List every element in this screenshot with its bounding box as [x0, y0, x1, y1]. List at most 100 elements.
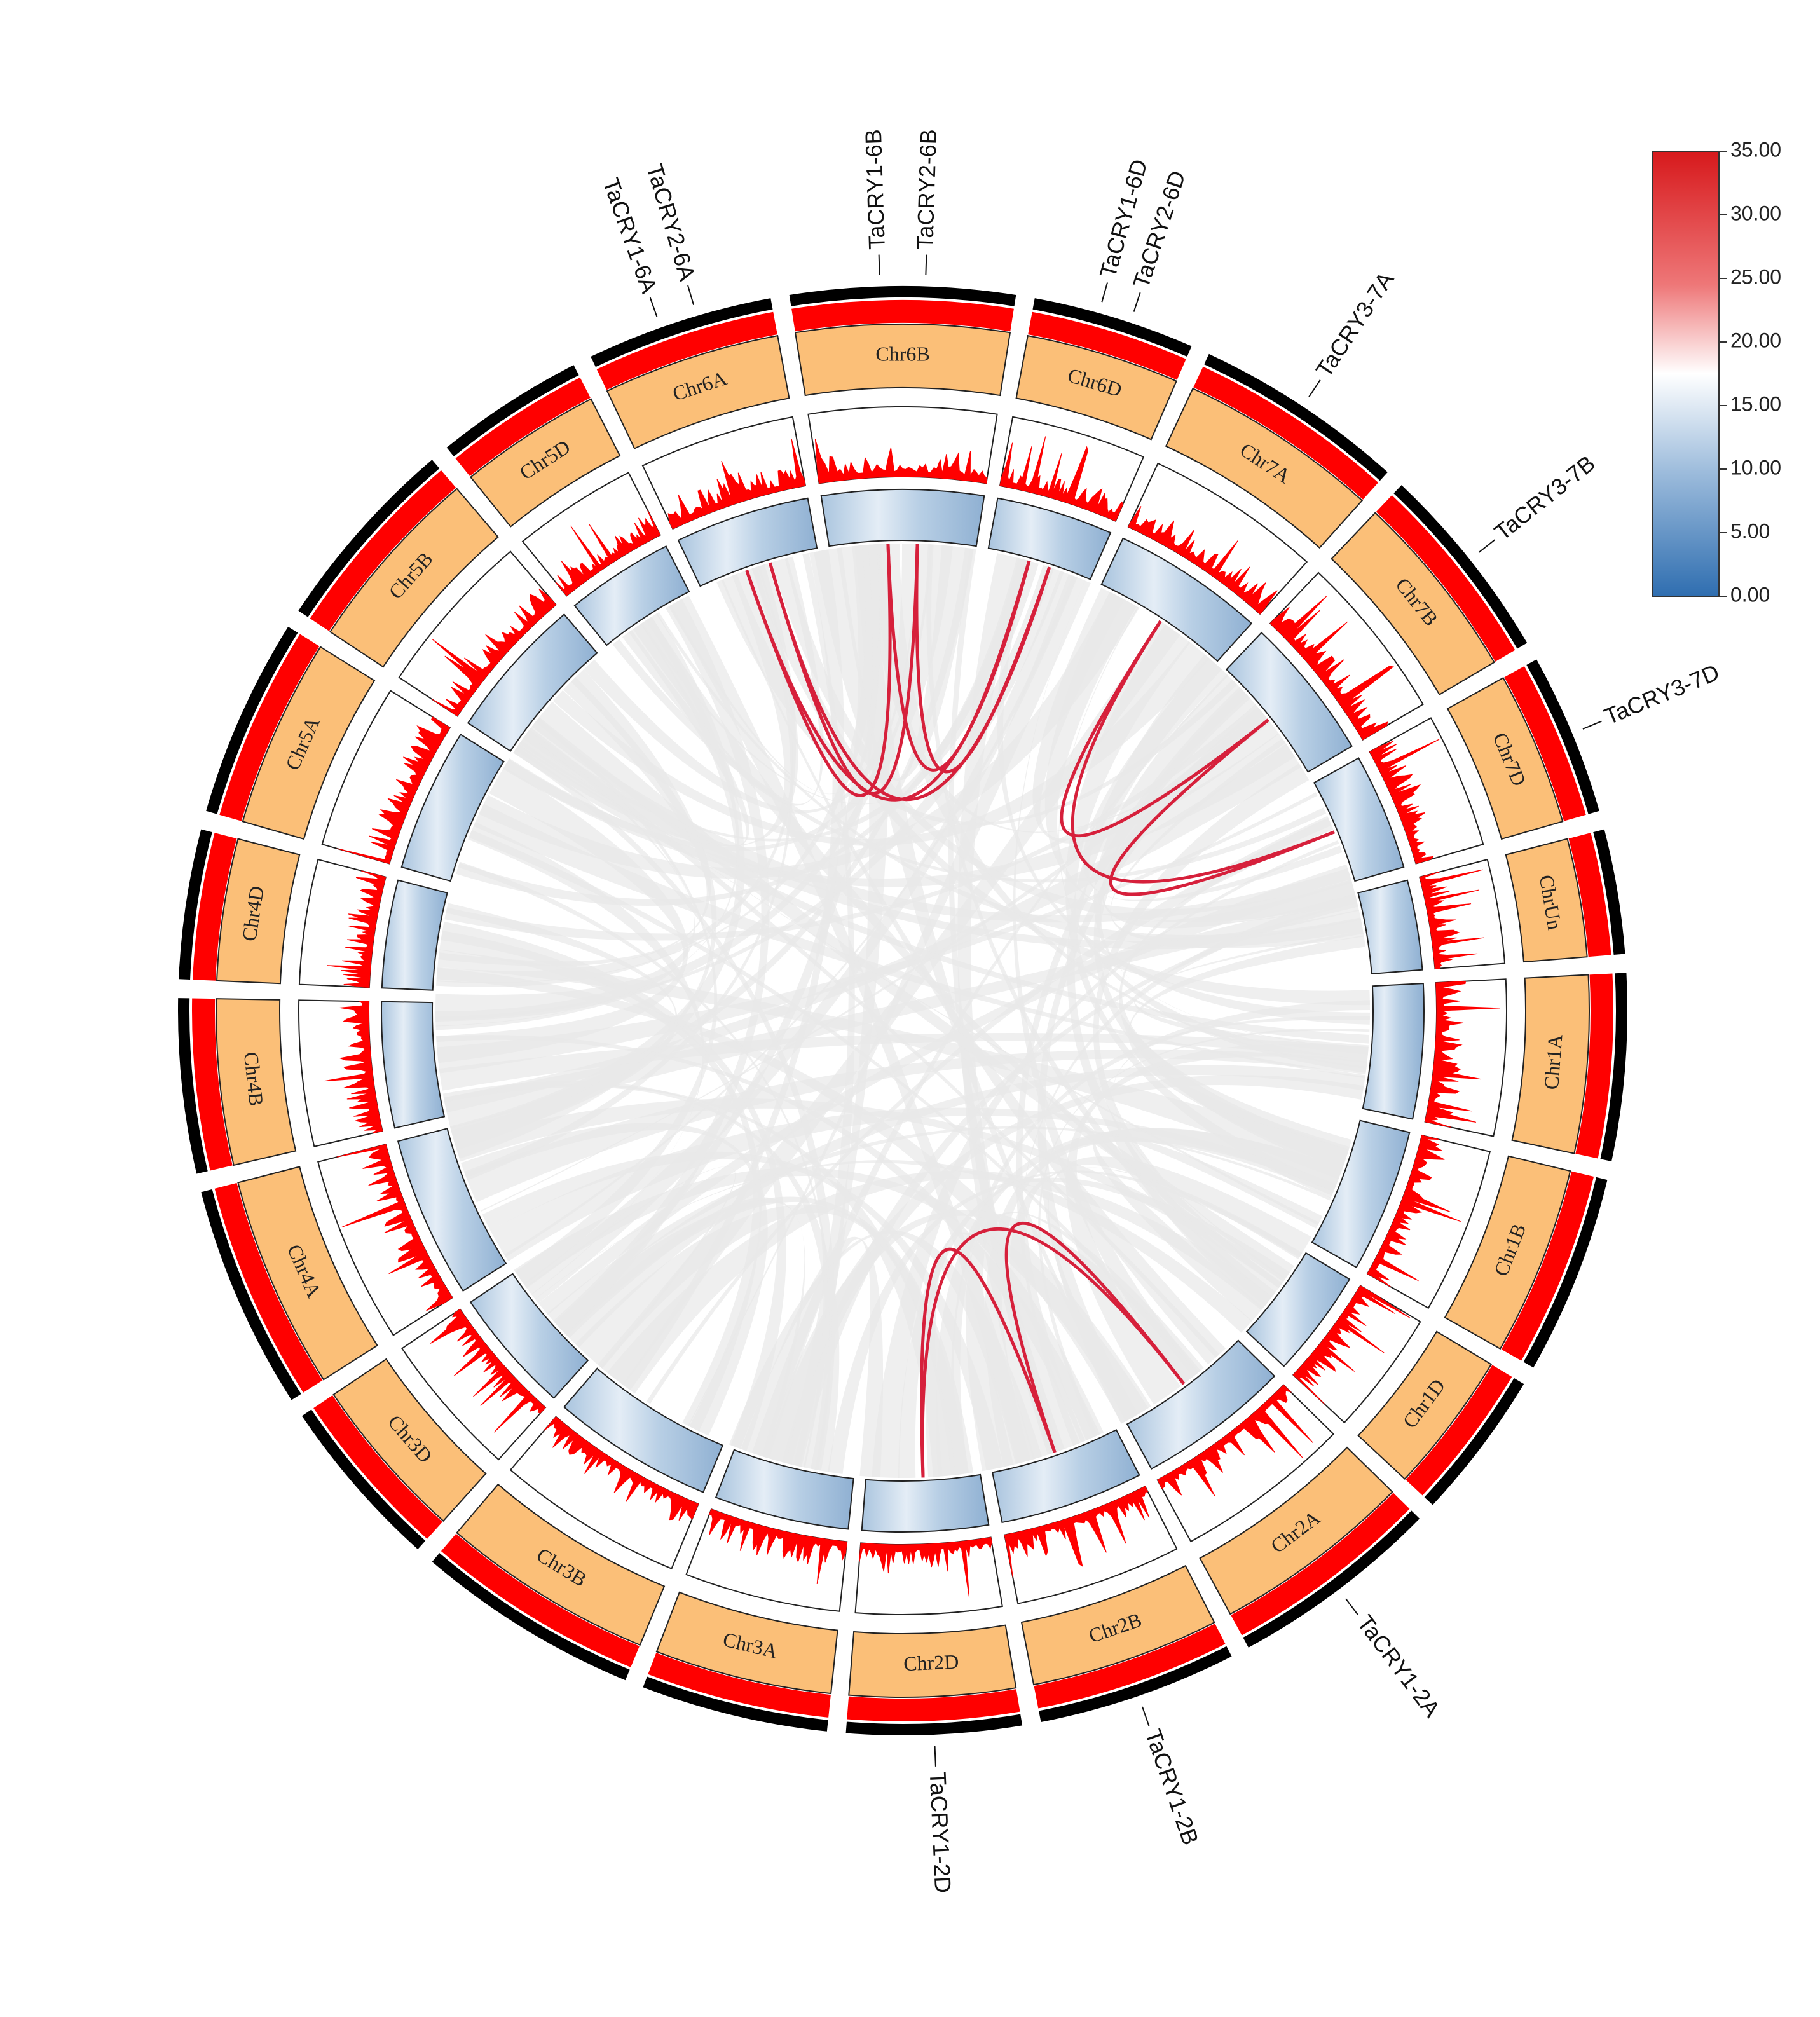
gene-density-band [214, 1182, 323, 1393]
snp-density-line [1419, 869, 1484, 969]
outer-ring-segment [1424, 1378, 1524, 1505]
expression-heatmap [861, 1473, 990, 1533]
gene-tick [878, 254, 880, 275]
outer-ring-segment [1032, 298, 1192, 357]
chromosome-chr6d: Chr6D [987, 298, 1192, 580]
synteny-ribbon [443, 894, 1359, 1129]
gene-density-band [219, 634, 320, 821]
synteny-ribbon [669, 595, 1036, 1464]
synteny-ribbon [535, 701, 1294, 1280]
chromosome-label: Chr1A [1540, 1034, 1567, 1091]
chromosome-label: Chr2D [903, 1650, 959, 1675]
chromosome-chr3b: Chr3B [432, 1367, 724, 1681]
chromosome-chr4d: Chr4D [179, 829, 448, 991]
synteny-ribbon [435, 564, 1064, 1021]
synteny-ribbon [456, 557, 1030, 906]
chromosome-chr6a: Chr6A [591, 298, 818, 587]
gene-density-band [1193, 366, 1379, 500]
outer-ring-segment [201, 1189, 301, 1400]
chromosome-chr5b: Chr5B [298, 460, 598, 752]
gene-label-tacry1-6b: TaCRY1-6B [860, 129, 890, 250]
legend-tick-label: 0.00 [1730, 583, 1770, 606]
synteny-ribbon [436, 767, 688, 1063]
expression-heatmap [467, 613, 598, 752]
outer-ring-segment [591, 298, 773, 367]
duplication-link [920, 1247, 1057, 1478]
chromosome-box [1505, 838, 1588, 963]
gene-density-band [455, 377, 591, 477]
synteny-ribbon [444, 704, 1261, 941]
outer-ring-segment [1243, 1510, 1420, 1648]
chromosome-chr3a: Chr3A [643, 1449, 854, 1732]
legend-tick-label: 25.00 [1730, 265, 1781, 288]
gene-label-tacry3-7a: TaCRY3-7A [1311, 267, 1399, 382]
duplication-link [1071, 620, 1335, 884]
gene-density-band [648, 1653, 831, 1718]
snp-density-line [708, 1508, 847, 1584]
chromosome-label: Chr6B [875, 342, 929, 365]
snp-density-line [1157, 1385, 1313, 1496]
snp-density-line [432, 588, 557, 717]
gene-tick [1101, 282, 1108, 303]
snp-density-line [544, 1416, 699, 1521]
synteny-ribbon [1093, 673, 1369, 1051]
chromosome-chr6b: Chr6B [789, 286, 1016, 547]
synteny-links [435, 544, 1370, 1479]
chromosome-chr5d: Chr5D [446, 365, 690, 646]
gene-label-tacry3-7d: TaCRY3-7D [1601, 659, 1723, 730]
gene-density-band [1575, 973, 1613, 1159]
gene-density-band [1406, 1365, 1512, 1496]
snp-density-line [324, 1001, 383, 1134]
synteny-ribbon [1128, 935, 1366, 1165]
synteny-ribbon [439, 1033, 1369, 1091]
gene-density-band [1501, 1171, 1594, 1361]
gene-density-band [313, 1395, 443, 1539]
chromosome-chr1b: Chr1B [1311, 1119, 1608, 1368]
chromosome-chr1d: Chr1D [1245, 1252, 1524, 1505]
gene-density-band [1028, 311, 1186, 380]
gene-tick [934, 1746, 936, 1767]
chromosome-chr7d: Chr7D [1313, 659, 1599, 882]
gene-density-band [1034, 1624, 1226, 1709]
gene-density-band [193, 833, 237, 981]
expression-heatmap [397, 1128, 507, 1292]
legend-tick-label: 15.00 [1730, 392, 1781, 415]
snp-density-line [1367, 1135, 1461, 1287]
outer-ring-segment [845, 1714, 1023, 1735]
gene-label-tacry1-2a: TaCRY1-2A [1352, 1610, 1446, 1722]
expression-heatmap [573, 545, 690, 646]
outer-ring-segment [643, 1676, 828, 1732]
duplication-link [1109, 718, 1335, 896]
gene-tick [1142, 1706, 1150, 1726]
chromosome-chr7b: Chr7B [1225, 485, 1528, 773]
expression-heatmap [987, 497, 1112, 580]
gene-tick [1345, 1598, 1358, 1615]
gene-density-band [192, 998, 233, 1171]
outer-ring-segment [179, 829, 212, 980]
legend-tick-label: 30.00 [1730, 202, 1781, 224]
gene-label-tacry2-6b: TaCRY2-6B [912, 129, 941, 250]
outer-ring-segment [1393, 485, 1528, 649]
chromosome-box [1331, 512, 1495, 695]
expression-heatmap [381, 879, 448, 991]
duplication-links [745, 544, 1335, 1478]
chromosome-box [242, 646, 376, 840]
gene-tick [1308, 379, 1321, 397]
synteny-ribbon [729, 1230, 1043, 1465]
synteny-ribbon [583, 544, 919, 814]
duplication-link [768, 562, 1051, 802]
chromosome-chr5a: Chr5A [206, 626, 505, 882]
synteny-ribbon [716, 573, 1238, 826]
snp-density-line [1128, 506, 1278, 615]
outer-ring-segment [1039, 1646, 1232, 1723]
color-legend: 35.00 30.00 25.00 20.00 15.00 10.00 5.00 0.00 [1652, 138, 1781, 606]
expression-heatmap [1126, 1339, 1276, 1470]
expression-heatmap [469, 1273, 589, 1399]
gene-label-tacry3-7b: TaCRY3-7B [1489, 450, 1600, 545]
synteny-ribbon [468, 822, 704, 1295]
legend-tick-label: 10.00 [1730, 456, 1781, 479]
gene-density-band [596, 311, 777, 390]
gene-density-band [1376, 495, 1516, 662]
